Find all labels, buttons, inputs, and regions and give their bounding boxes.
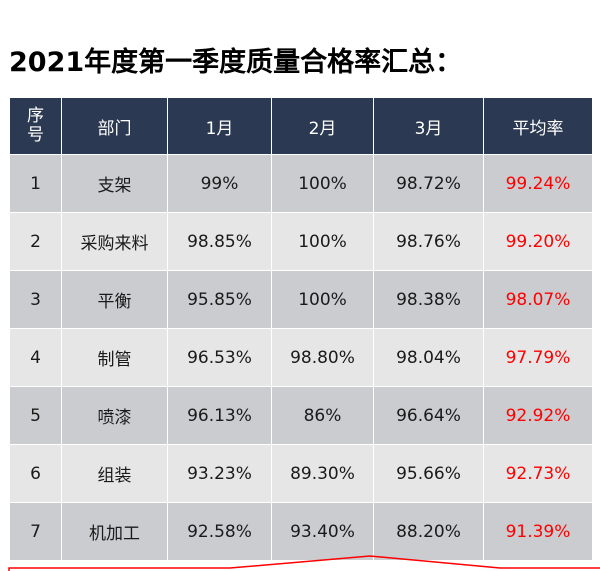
cell-feb: 100% [271,270,374,329]
table-row: 2 采购来料 98.85% 100% 98.76% 99.20% [9,212,593,271]
cell-jan: 93.23% [167,444,272,503]
cell-seq: 7 [9,502,62,561]
page-title: 2021年度第一季度质量合格率汇总： [9,47,463,78]
quality-rate-table: 序号 部门 1月 2月 3月 平均率 1 支架 99% 100% 98.72% 99.24… [9,97,593,561]
cell-mar: 98.04% [373,328,484,387]
cell-seq: 1 [9,154,62,213]
cell-dept: 机加工 [61,502,168,561]
cell-dept: 组装 [61,444,168,503]
header-jan: 1月 [167,97,272,155]
cell-feb: 86% [271,386,374,445]
cell-mar: 95.66% [373,444,484,503]
cell-mar: 88.20% [373,502,484,561]
cell-jan: 96.13% [167,386,272,445]
table-row: 5 喷漆 96.13% 86% 96.64% 92.92% [9,386,593,445]
cell-seq: 6 [9,444,62,503]
cell-feb: 89.30% [271,444,374,503]
cell-mar: 98.38% [373,270,484,329]
table-row: 6 组装 93.23% 89.30% 95.66% 92.73% [9,444,593,503]
cell-jan: 99% [167,154,272,213]
cell-mar: 98.72% [373,154,484,213]
header-row: 序号 部门 1月 2月 3月 平均率 [9,97,593,155]
cell-dept: 制管 [61,328,168,387]
table-row: 7 机加工 92.58% 93.40% 88.20% 91.39% [9,502,593,561]
cell-mar: 96.64% [373,386,484,445]
cell-feb: 93.40% [271,502,374,561]
table-row: 3 平衡 95.85% 100% 98.38% 98.07% [9,270,593,329]
cell-jan: 96.53% [167,328,272,387]
cell-jan: 92.58% [167,502,272,561]
cell-dept: 采购来料 [61,212,168,271]
header-seq: 序号 [9,97,62,155]
header-average: 平均率 [483,97,593,155]
cell-average: 99.24% [483,154,593,213]
header-mar: 3月 [373,97,484,155]
cell-mar: 98.76% [373,212,484,271]
cell-seq: 2 [9,212,62,271]
cell-jan: 95.85% [167,270,272,329]
cell-average: 98.07% [483,270,593,329]
cell-average: 97.79% [483,328,593,387]
cell-average: 91.39% [483,502,593,561]
cell-average: 99.20% [483,212,593,271]
cell-seq: 3 [9,270,62,329]
header-feb: 2月 [271,97,374,155]
cell-jan: 98.85% [167,212,272,271]
cell-feb: 100% [271,154,374,213]
cell-average: 92.92% [483,386,593,445]
table-row: 1 支架 99% 100% 98.72% 99.24% [9,154,593,213]
